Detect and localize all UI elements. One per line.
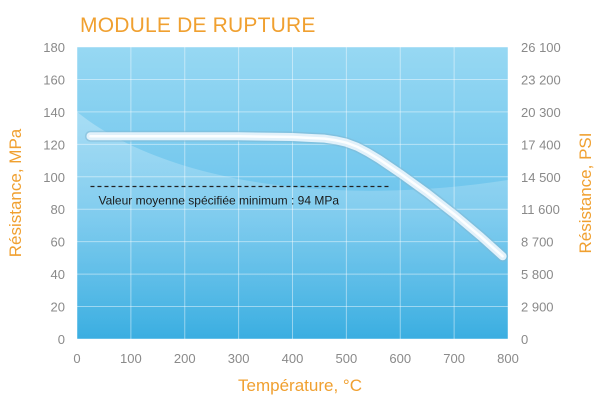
background-wave [77, 111, 508, 339]
y2-tick-label: 11 600 [521, 202, 560, 217]
x-tick-label: 300 [228, 351, 250, 366]
y2-tick-label: 5 800 [521, 267, 554, 282]
grid [76, 46, 509, 340]
x-tick-label: 800 [497, 351, 519, 366]
plot-area [77, 47, 508, 339]
left-axis-ticks: 0 20 40 60 80 100 120 140 160 180 [43, 40, 65, 347]
y-tick-label: 180 [43, 40, 65, 55]
y-tick-label: 40 [51, 267, 65, 282]
reference-layer: Valeur moyenne spécifiée minimum : 94 MP… [90, 185, 390, 208]
x-axis-ticks: 0 100 200 300 400 500 600 700 800 [73, 351, 518, 366]
y2-tick-label: 8 700 [521, 235, 554, 250]
reference-line-label: Valeur moyenne spécifiée minimum : 94 MP… [98, 194, 339, 208]
y-tick-label: 100 [43, 170, 65, 185]
y2-tick-label: 14 500 [521, 170, 561, 185]
y-axis-title-left: Résistance, MPa [6, 128, 25, 258]
y-tick-label: 0 [58, 332, 65, 347]
y-tick-label: 60 [51, 235, 65, 250]
right-axis-ticks: 0 2 900 5 800 8 700 11 600 14 500 17 400 20 300… [521, 40, 561, 347]
series-line-highlight [89, 134, 504, 258]
y-tick-label: 120 [43, 137, 65, 152]
x-axis-title: Température, °C [238, 376, 362, 395]
x-tick-label: 500 [336, 351, 358, 366]
x-tick-label: 400 [282, 351, 304, 366]
x-tick-label: 100 [120, 351, 142, 366]
y-tick-label: 140 [43, 105, 65, 120]
x-tick-label: 700 [443, 351, 465, 366]
chart-title: MODULE DE RUPTURE [80, 14, 316, 37]
series-layer [84, 130, 509, 262]
x-tick-label: 600 [389, 351, 411, 366]
y2-tick-label: 20 300 [521, 105, 561, 120]
x-tick-label: 0 [73, 351, 80, 366]
y2-tick-label: 0 [521, 332, 528, 347]
y2-tick-label: 23 200 [521, 72, 561, 87]
y-tick-label: 20 [51, 300, 65, 315]
y-tick-label: 160 [43, 72, 65, 87]
x-tick-label: 200 [174, 351, 196, 366]
y2-tick-label: 17 400 [521, 137, 561, 152]
y-axis-title-right: Résistance, PSI [576, 132, 595, 254]
y2-tick-label: 26 100 [521, 40, 561, 55]
y2-tick-label: 2 900 [521, 300, 554, 315]
y-tick-label: 80 [51, 202, 65, 217]
